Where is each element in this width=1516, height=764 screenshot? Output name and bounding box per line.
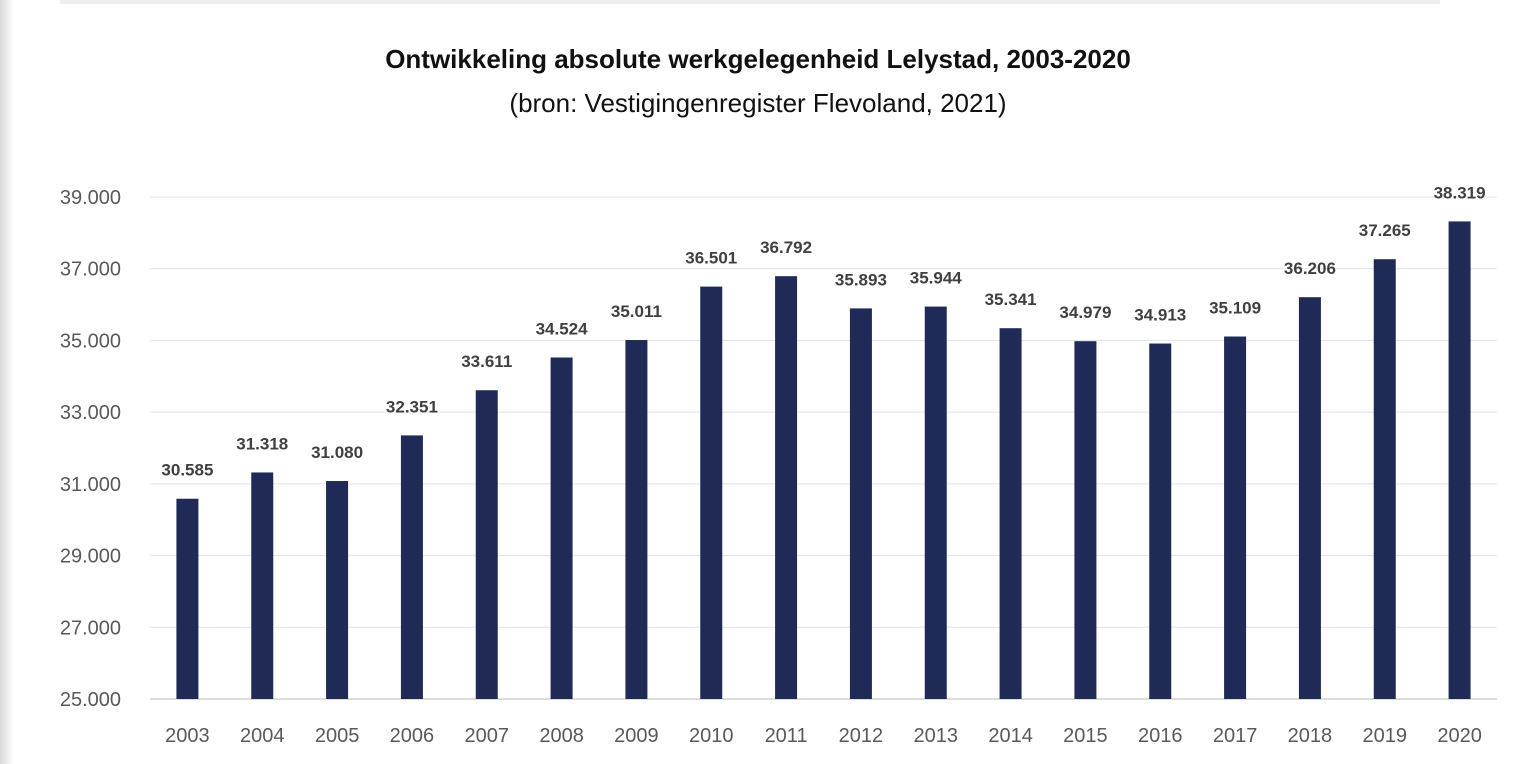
bar	[625, 340, 648, 699]
bar	[400, 435, 423, 699]
x-tick-label: 2003	[165, 725, 210, 747]
x-tick-label: 2014	[988, 725, 1033, 747]
y-tick-label: 29.000	[60, 546, 121, 568]
data-label: 38.319	[1434, 183, 1486, 202]
page-left-shadow	[0, 0, 14, 764]
bar	[775, 276, 798, 699]
data-label: 35.341	[985, 290, 1037, 309]
bar	[1074, 341, 1097, 699]
data-label: 35.893	[835, 270, 887, 289]
data-label: 36.206	[1284, 259, 1336, 278]
x-tick-label: 2006	[390, 725, 435, 747]
chart-title: Ontwikkeling absolute werkgelegenheid Le…	[385, 44, 1131, 74]
bar	[700, 286, 723, 699]
x-tick-label: 2007	[465, 725, 510, 747]
bar	[924, 306, 947, 699]
y-tick-label: 31.000	[60, 474, 121, 496]
y-tick-label: 25.000	[60, 689, 121, 711]
bar	[251, 472, 274, 699]
x-tick-label: 2004	[240, 725, 285, 747]
data-label: 30.585	[161, 461, 213, 480]
x-tick-label: 2019	[1363, 725, 1408, 747]
bar	[1298, 297, 1321, 699]
y-tick-label: 37.000	[60, 259, 121, 281]
y-tick-label: 27.000	[60, 617, 121, 639]
x-tick-label: 2008	[539, 725, 584, 747]
bar	[475, 390, 498, 699]
data-label: 37.265	[1359, 221, 1411, 240]
data-label: 35.944	[910, 269, 963, 288]
bar	[326, 480, 349, 699]
data-label: 36.792	[760, 238, 812, 257]
data-label: 31.318	[236, 434, 288, 453]
data-label: 34.913	[1134, 306, 1186, 325]
bar	[1448, 221, 1471, 700]
bar	[550, 357, 573, 699]
page-top-shadow	[60, 0, 1440, 4]
bar	[999, 328, 1022, 699]
x-tick-label: 2012	[839, 725, 884, 747]
x-tick-label: 2017	[1213, 725, 1258, 747]
x-tick-label: 2015	[1063, 725, 1108, 747]
y-tick-label: 39.000	[60, 187, 121, 209]
bar	[849, 308, 872, 699]
data-label: 34.979	[1059, 303, 1111, 322]
x-tick-label: 2009	[614, 725, 659, 747]
x-tick-label: 2005	[315, 725, 360, 747]
bar	[1224, 336, 1247, 699]
x-tick-label: 2010	[689, 725, 734, 747]
bar	[176, 498, 199, 699]
data-label: 36.501	[685, 249, 737, 268]
data-label: 34.524	[536, 319, 589, 338]
x-tick-label: 2011	[765, 725, 808, 747]
data-label: 31.080	[311, 443, 363, 462]
bar	[1373, 259, 1396, 699]
bar	[1149, 343, 1172, 699]
chart-subtitle: (bron: Vestigingenregister Flevoland, 20…	[509, 88, 1007, 118]
x-tick-label: 2016	[1138, 725, 1183, 747]
data-label: 35.109	[1209, 299, 1261, 318]
x-tick-label: 2020	[1437, 725, 1482, 747]
data-label: 35.011	[611, 302, 662, 321]
x-tick-label: 2013	[914, 725, 959, 747]
data-label: 33.611	[461, 352, 512, 371]
x-tick-label: 2018	[1288, 725, 1333, 747]
data-label: 32.351	[386, 397, 438, 416]
y-tick-label: 33.000	[60, 402, 121, 424]
y-tick-label: 35.000	[60, 330, 121, 352]
